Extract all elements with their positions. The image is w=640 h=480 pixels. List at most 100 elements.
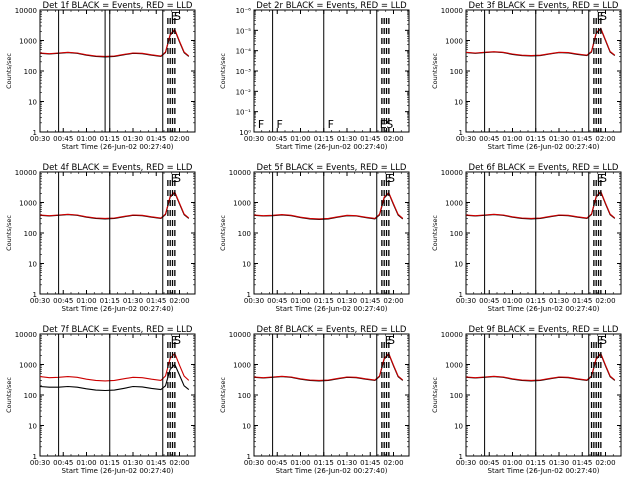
x-tick-label: 01:00 — [502, 297, 522, 305]
y-axis-label: Counts/sec — [5, 377, 13, 413]
x-tick-label: 00:45 — [267, 297, 287, 305]
x-axis-label: Start Time (26-Jun-02 00:27:40) — [276, 143, 388, 151]
x-tick-label: 01:45 — [360, 297, 380, 305]
annotation-label: S — [388, 172, 395, 185]
x-tick-label: 01:00 — [76, 135, 96, 143]
x-tick-label: 02:00 — [169, 135, 189, 143]
x-tick-label: 01:45 — [572, 459, 592, 467]
annotation-label: E — [597, 172, 604, 185]
chart-title: Det 5f BLACK = Events, RED = LLD — [257, 163, 407, 173]
series-lld — [466, 190, 616, 219]
x-tick-label: 01:45 — [360, 459, 380, 467]
y-tick-label: 10 — [242, 261, 251, 269]
x-tick-label: 01:15 — [314, 459, 334, 467]
panel-det-1: Det 1f BLACK = Events, RED = LLD Counts/s… — [5, 1, 196, 151]
y-tick-label: 100 — [450, 68, 463, 76]
y-tick-label: 10 — [454, 99, 463, 107]
panel-det-5: Det 5f BLACK = Events, RED = LLD Counts/s… — [219, 163, 410, 313]
x-tick-label: 02:00 — [383, 459, 403, 467]
y-tick-label: 1 — [459, 129, 463, 137]
x-axis-label: Start Time (26-Jun-02 00:27:40) — [62, 305, 174, 313]
annotation-label: S — [174, 334, 181, 347]
y-tick-label: 10⁻¹ — [236, 109, 252, 117]
y-tick-label: 100 — [24, 230, 37, 238]
y-tick-label: 1 — [459, 291, 463, 299]
y-tick-label: 1000 — [445, 362, 463, 370]
plot-frame — [253, 171, 410, 295]
annotation-label: E — [597, 10, 604, 23]
x-tick-label: 01:45 — [146, 135, 166, 143]
panel-det-8: Det 8f BLACK = Events, RED = LLD Counts/s… — [219, 325, 410, 475]
x-tick-label: 01:00 — [290, 297, 310, 305]
x-tick-label: 02:00 — [169, 297, 189, 305]
y-tick-label: 1000 — [19, 362, 37, 370]
y-tick-label: 100 — [238, 230, 251, 238]
panel-det-3: Det 3f BLACK = Events, RED = LLD Counts/s… — [431, 1, 622, 151]
y-tick-label: 10 — [454, 423, 463, 431]
y-tick-label: 1000 — [233, 362, 251, 370]
x-tick-label: 01:30 — [549, 297, 569, 305]
annotation-label: S — [600, 334, 607, 347]
annotation-label: S — [174, 172, 181, 185]
y-tick-label: 10⁻⁴ — [236, 48, 252, 56]
x-tick-label: 00:45 — [479, 135, 499, 143]
y-tick-label: 10000 — [441, 169, 463, 177]
y-axis-label: Counts/sec — [431, 53, 439, 89]
x-tick-label: 00:30 — [456, 459, 476, 467]
annotation-label: F — [258, 118, 264, 131]
x-tick-label: 01:45 — [360, 135, 380, 143]
x-tick-label: 00:45 — [53, 297, 73, 305]
y-tick-label: 1 — [247, 453, 251, 461]
x-axis-label: Start Time (26-Jun-02 00:27:40) — [488, 467, 600, 475]
y-tick-label: 10 — [454, 261, 463, 269]
plot-frame — [465, 333, 622, 457]
x-tick-label: 01:00 — [76, 297, 96, 305]
y-tick-label: 100 — [450, 392, 463, 400]
annotation-label: F — [328, 118, 334, 131]
annotation-label: F — [276, 118, 282, 131]
y-tick-label: 10⁻⁶ — [236, 7, 252, 15]
y-tick-label: 100 — [24, 392, 37, 400]
x-tick-label: 01:45 — [572, 135, 592, 143]
annotation-label: E — [171, 10, 178, 23]
annotation-label: E — [385, 334, 392, 347]
x-tick-label: 00:30 — [244, 297, 264, 305]
x-tick-label: 01:00 — [290, 135, 310, 143]
x-tick-label: 01:15 — [526, 459, 546, 467]
x-tick-label: 01:30 — [337, 135, 357, 143]
x-tick-label: 01:15 — [526, 297, 546, 305]
y-tick-label: 10 — [28, 261, 37, 269]
y-tick-label: 10000 — [441, 331, 463, 339]
x-tick-label: 01:15 — [526, 135, 546, 143]
y-axis-label: Counts/sec — [219, 377, 227, 413]
y-tick-label: 10 — [28, 423, 37, 431]
chart-title: Det 7f BLACK = Events, RED = LLD — [43, 325, 193, 335]
x-tick-label: 01:30 — [337, 297, 357, 305]
y-tick-label: 100 — [238, 392, 251, 400]
y-tick-label: 1000 — [233, 200, 251, 208]
plot-area — [254, 172, 404, 294]
annotation-label: S — [174, 10, 181, 23]
y-tick-label: 10000 — [15, 7, 37, 15]
plot-frame — [253, 9, 410, 133]
plot-area — [272, 10, 390, 132]
annotation-label: S — [600, 10, 607, 23]
y-tick-label: 1 — [459, 453, 463, 461]
plot-frame — [465, 171, 622, 295]
y-tick-label: 100 — [450, 230, 463, 238]
x-tick-label: 00:45 — [479, 297, 499, 305]
annotation-label: S — [388, 334, 395, 347]
x-tick-label: 00:45 — [267, 459, 287, 467]
plot-frame — [253, 333, 410, 457]
series-lld — [254, 191, 404, 220]
series-lld — [40, 191, 190, 219]
panel-det-2: Det 2r BLACK = Events, RED = LLD Counts/s… — [219, 1, 410, 151]
plot-frame — [39, 333, 196, 457]
y-axis-label: Counts/sec — [219, 215, 227, 251]
panel-det-4: Det 4f BLACK = Events, RED = LLD Counts/s… — [5, 163, 196, 313]
y-tick-label: 10000 — [441, 7, 463, 15]
plot-area — [40, 334, 190, 456]
y-tick-label: 10000 — [15, 331, 37, 339]
series-lld — [254, 352, 404, 381]
